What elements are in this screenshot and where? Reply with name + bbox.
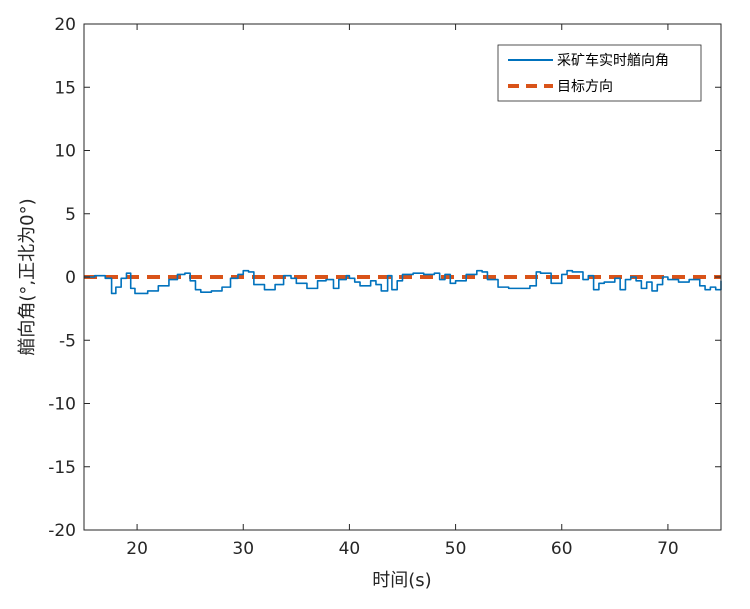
y-tick-label: -15: [48, 458, 76, 478]
ticks-layer: 20 30 40 50 60 70 -20 -15 -10 -5 0 5 10 15 20: [48, 15, 721, 559]
x-tick-label: 60: [551, 539, 573, 559]
x-tick-label: 70: [657, 539, 679, 559]
x-axis-label: 时间(s): [372, 570, 431, 591]
legend-box: [497, 44, 702, 102]
x-tick-label: 30: [232, 539, 254, 559]
x-tick-label: 50: [445, 539, 467, 559]
y-tick-label: -10: [48, 395, 76, 415]
y-tick-label: -20: [48, 521, 76, 541]
x-tick-label: 40: [339, 539, 361, 559]
legend-label-target: 目标方向: [557, 79, 613, 95]
legend: 采矿车实时艏向角 目标方向: [497, 44, 702, 102]
y-tick-label: 20: [54, 15, 76, 35]
series-actual-heading: [84, 269, 722, 295]
y-tick-label: 5: [65, 205, 76, 225]
y-tick-label: -5: [59, 331, 76, 351]
y-axis-label: 艏向角(°,正北为0°): [17, 198, 38, 355]
series-layer: [84, 269, 722, 295]
x-tick-label: 20: [126, 539, 148, 559]
y-tick-label: 15: [54, 78, 76, 98]
y-tick-label: 0: [65, 268, 76, 288]
legend-label-actual: 采矿车实时艏向角: [557, 52, 669, 69]
y-tick-label: 10: [54, 142, 76, 162]
